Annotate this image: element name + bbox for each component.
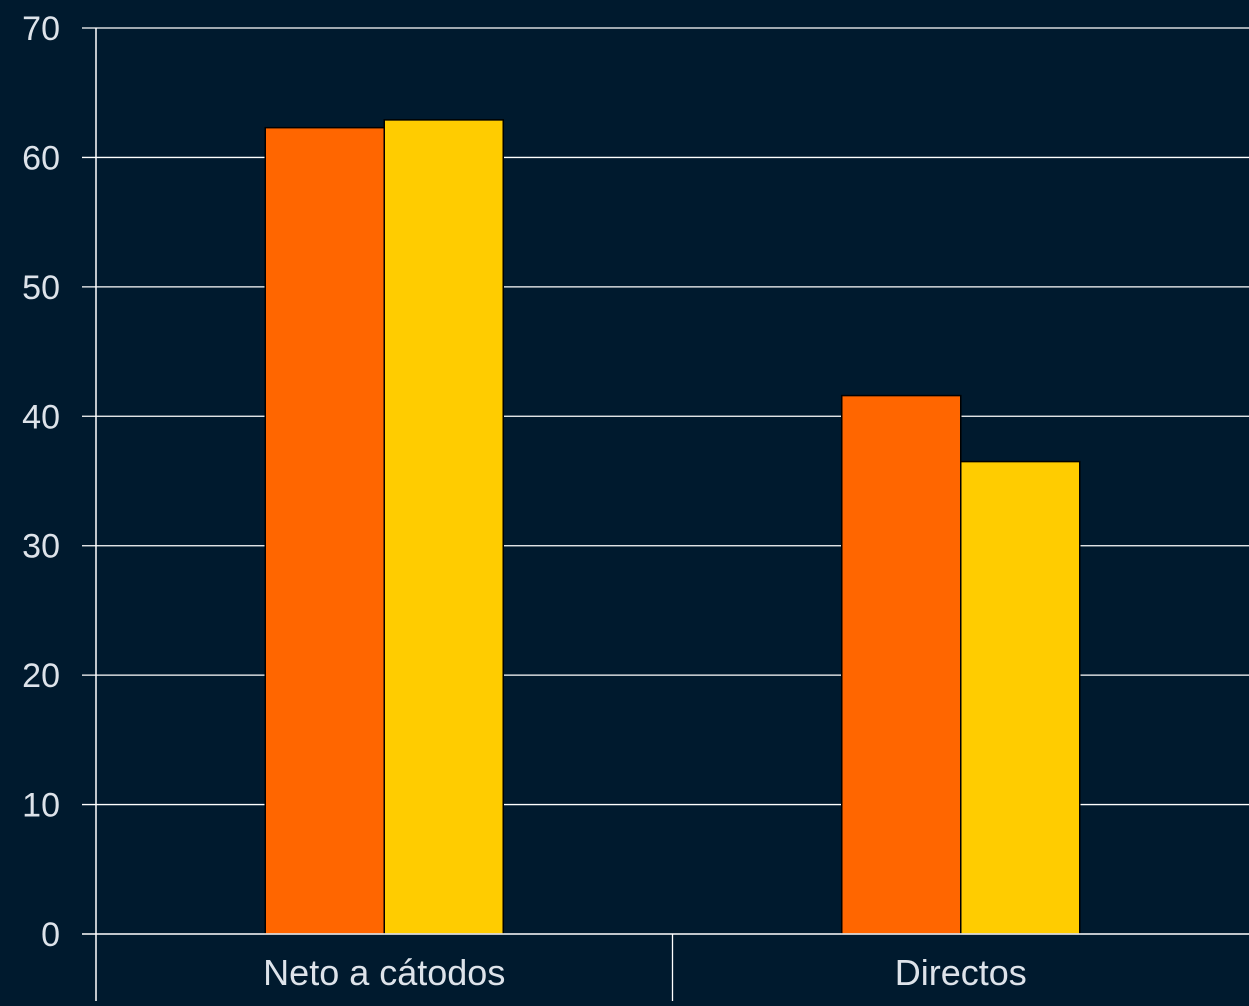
axes	[82, 28, 1249, 1001]
y-tick-label: 10	[22, 787, 60, 825]
bar-0-1	[383, 119, 504, 935]
y-tick-label: 40	[22, 398, 60, 436]
y-tick-label: 20	[22, 657, 60, 695]
y-tick-label: 0	[41, 916, 60, 954]
bars	[264, 119, 1081, 935]
tick-labels: 0 10 20 30 40 50 60 70 Neto a cátodos Directos	[22, 10, 1027, 993]
bar-1-1	[960, 460, 1081, 935]
y-tick-label: 30	[22, 528, 60, 566]
y-tick-label: 70	[22, 10, 60, 48]
x-tick-label: Neto a cátodos	[263, 952, 505, 993]
y-tick-label: 60	[22, 139, 60, 177]
x-tick-label: Directos	[895, 952, 1027, 993]
y-tick-label: 50	[22, 269, 60, 307]
bar-0-0	[264, 126, 385, 935]
bar-1-0	[841, 394, 962, 935]
